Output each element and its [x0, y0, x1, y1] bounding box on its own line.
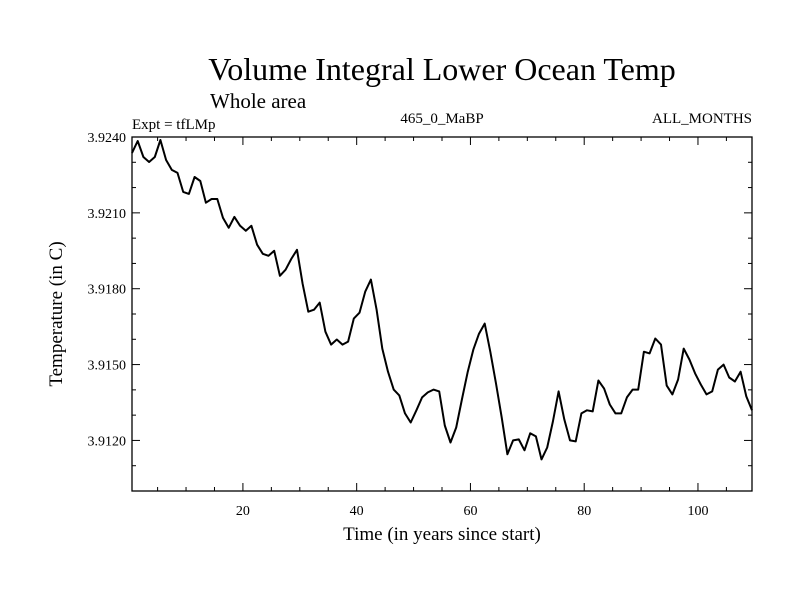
chart-title: Volume Integral Lower Ocean Temp [208, 51, 676, 87]
series-line [131, 139, 753, 461]
axis-ticks [132, 136, 752, 492]
y-tick-label: 3.9240 [88, 131, 127, 146]
plot-frame [131, 136, 753, 492]
experiment-label: Expt = tfLMp [132, 117, 215, 133]
x-tick-label: 100 [687, 504, 708, 519]
y-tick-label: 3.9180 [88, 283, 127, 298]
y-tick-label: 3.9210 [88, 207, 127, 222]
y-tick-label: 3.9150 [88, 359, 127, 374]
months-label: ALL_MONTHS [652, 111, 752, 127]
x-tick-label: 40 [350, 504, 364, 519]
x-tick-label: 20 [236, 504, 250, 519]
x-axis-label: Time (in years since start) [343, 524, 541, 545]
axis-tick-labels: 20 40 60 80 100 3.9120 3.9150 3.9180 3.9210 3.924… [88, 131, 709, 519]
chart-subtitle: Whole area [210, 89, 307, 113]
y-tick-label: 3.9120 [88, 434, 127, 449]
period-label: 465_0_MaBP [400, 111, 483, 127]
x-tick-label: 80 [577, 504, 591, 519]
y-axis-label: Temperature (in C) [46, 241, 67, 386]
x-tick-label: 60 [463, 504, 477, 519]
